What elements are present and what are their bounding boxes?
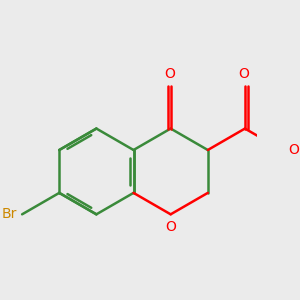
Text: O: O xyxy=(288,143,299,157)
Text: Br: Br xyxy=(2,207,17,221)
Text: O: O xyxy=(165,220,176,234)
Text: O: O xyxy=(164,67,175,81)
Text: O: O xyxy=(238,67,249,81)
